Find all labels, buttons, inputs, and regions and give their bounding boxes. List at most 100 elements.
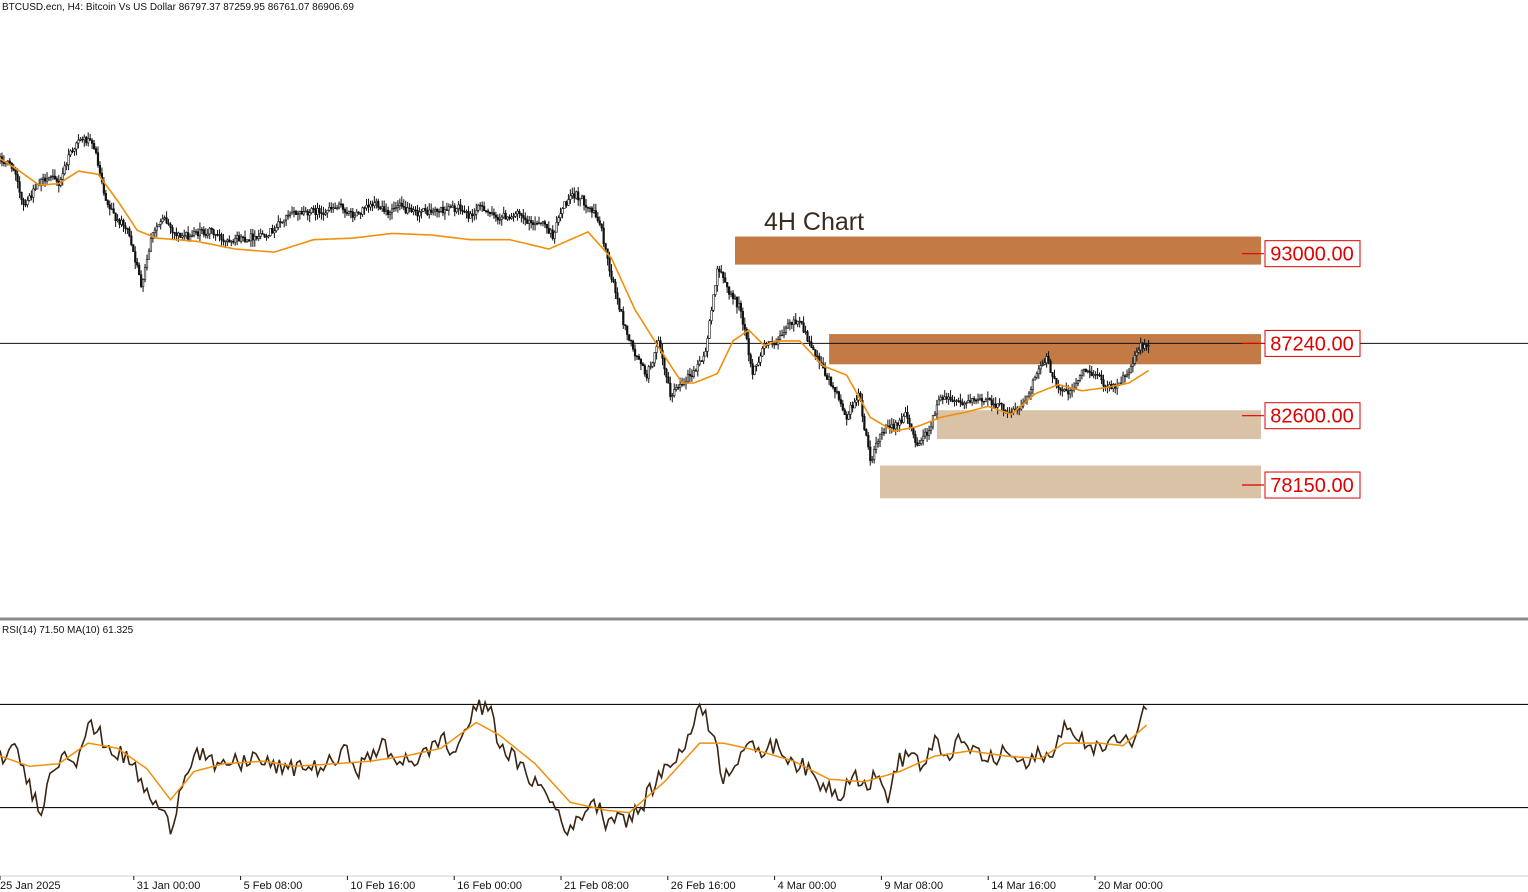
x-tick-label: 14 Mar 16:00 <box>991 880 1056 892</box>
candle <box>190 230 194 238</box>
candle <box>91 138 94 150</box>
candle <box>520 212 523 223</box>
candle <box>175 227 178 241</box>
candle <box>755 364 758 372</box>
candle <box>1002 403 1005 417</box>
candle <box>943 390 946 400</box>
candle <box>967 394 970 404</box>
candle <box>667 371 670 384</box>
candle <box>720 265 723 274</box>
level-label-box[interactable] <box>1264 240 1361 268</box>
candle <box>806 329 809 343</box>
candle <box>402 199 405 211</box>
candle <box>334 202 337 210</box>
candle <box>1014 402 1017 411</box>
candle <box>120 215 123 227</box>
candle <box>906 405 909 424</box>
candle <box>514 211 517 218</box>
rsi-panel: RSI(14) 71.50 MA(10) 61.325 <box>0 625 1528 837</box>
candle <box>361 206 364 217</box>
candle <box>1143 338 1146 351</box>
candle <box>1098 372 1101 377</box>
candle <box>496 214 499 225</box>
candle <box>974 398 978 405</box>
candle <box>735 296 739 314</box>
candle <box>267 234 270 239</box>
candle <box>328 202 331 212</box>
candle <box>557 215 560 226</box>
level-label-box[interactable] <box>1264 402 1361 430</box>
candle <box>786 318 790 329</box>
level-label-text: 82600.00 <box>1270 406 1353 428</box>
candle <box>424 204 427 214</box>
candle <box>586 206 590 213</box>
candle <box>929 421 933 435</box>
candle <box>1147 339 1150 354</box>
candle <box>183 229 186 240</box>
candle <box>275 223 278 233</box>
rsi-ma-line <box>0 721 1148 814</box>
candle <box>545 223 548 234</box>
candle <box>253 230 256 247</box>
candle <box>596 212 599 223</box>
candle <box>379 205 382 211</box>
candle <box>728 286 731 300</box>
candle <box>18 176 21 199</box>
candle <box>1110 380 1113 390</box>
candle <box>326 209 329 218</box>
candle <box>949 390 952 402</box>
candle <box>555 216 558 233</box>
candle <box>457 200 460 215</box>
candle <box>308 209 311 223</box>
level-label-box[interactable] <box>1264 329 1361 357</box>
candle <box>794 312 797 325</box>
candle <box>239 233 243 244</box>
candle <box>1045 353 1048 368</box>
candle <box>843 407 846 415</box>
candle <box>324 208 327 216</box>
candle <box>847 411 850 421</box>
candle <box>1129 364 1133 374</box>
candle <box>965 401 968 409</box>
candle <box>1102 374 1105 392</box>
candle <box>373 196 376 209</box>
candle <box>34 183 37 192</box>
candle <box>1080 369 1084 380</box>
candle <box>277 215 280 230</box>
candle <box>904 407 907 417</box>
candle <box>114 212 117 227</box>
candle <box>8 158 11 165</box>
candle <box>639 358 643 371</box>
candle <box>492 208 496 219</box>
candle <box>408 203 411 213</box>
candle <box>163 215 166 221</box>
candle <box>645 369 648 382</box>
candle <box>518 208 521 219</box>
candle <box>371 200 374 212</box>
candle <box>36 184 39 190</box>
level-label-box[interactable] <box>1264 471 1361 499</box>
candle <box>1076 379 1080 387</box>
candle <box>292 206 296 218</box>
candle <box>708 319 711 340</box>
candle <box>469 210 472 219</box>
candle <box>155 222 158 237</box>
candle <box>118 218 121 229</box>
candle <box>912 427 915 439</box>
candle <box>490 206 494 216</box>
candle <box>104 189 107 201</box>
candle <box>322 206 325 221</box>
level-zones <box>735 236 1261 499</box>
x-tick-label: 5 Feb 08:00 <box>244 880 303 892</box>
candle <box>851 401 854 413</box>
candle <box>506 216 509 222</box>
candle <box>839 394 842 407</box>
time-axis: 25 Jan 2025 31 Jan 00:00 5 Feb 08:00 10 Feb… <box>0 876 1163 892</box>
candle <box>671 392 674 403</box>
candle <box>316 202 319 220</box>
candle <box>888 419 891 434</box>
candle <box>343 207 347 218</box>
candle <box>259 228 262 240</box>
candle <box>663 356 666 376</box>
candle <box>865 428 868 437</box>
